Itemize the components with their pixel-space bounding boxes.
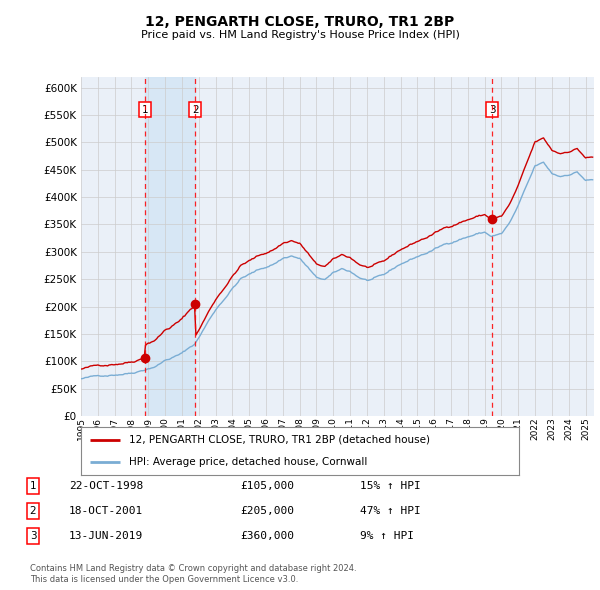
Text: £205,000: £205,000 — [240, 506, 294, 516]
Text: £105,000: £105,000 — [240, 481, 294, 491]
Text: 13-JUN-2019: 13-JUN-2019 — [69, 531, 143, 540]
Text: HPI: Average price, detached house, Cornwall: HPI: Average price, detached house, Corn… — [129, 457, 368, 467]
Text: Contains HM Land Registry data © Crown copyright and database right 2024.: Contains HM Land Registry data © Crown c… — [30, 565, 356, 573]
Text: 1: 1 — [29, 481, 37, 491]
Text: 3: 3 — [489, 104, 496, 114]
Text: This data is licensed under the Open Government Licence v3.0.: This data is licensed under the Open Gov… — [30, 575, 298, 584]
Text: 15% ↑ HPI: 15% ↑ HPI — [360, 481, 421, 491]
Bar — [145, 77, 195, 416]
Text: 2: 2 — [192, 104, 199, 114]
Text: 2: 2 — [29, 506, 37, 516]
Text: 9% ↑ HPI: 9% ↑ HPI — [360, 531, 414, 540]
Text: 3: 3 — [29, 531, 37, 540]
Text: 22-OCT-1998: 22-OCT-1998 — [69, 481, 143, 491]
Text: 1: 1 — [142, 104, 148, 114]
Text: 12, PENGARTH CLOSE, TRURO, TR1 2BP: 12, PENGARTH CLOSE, TRURO, TR1 2BP — [145, 15, 455, 29]
Text: 12, PENGARTH CLOSE, TRURO, TR1 2BP (detached house): 12, PENGARTH CLOSE, TRURO, TR1 2BP (deta… — [129, 435, 430, 445]
Text: £360,000: £360,000 — [240, 531, 294, 540]
Text: Price paid vs. HM Land Registry's House Price Index (HPI): Price paid vs. HM Land Registry's House … — [140, 30, 460, 40]
Text: 47% ↑ HPI: 47% ↑ HPI — [360, 506, 421, 516]
Text: 18-OCT-2001: 18-OCT-2001 — [69, 506, 143, 516]
